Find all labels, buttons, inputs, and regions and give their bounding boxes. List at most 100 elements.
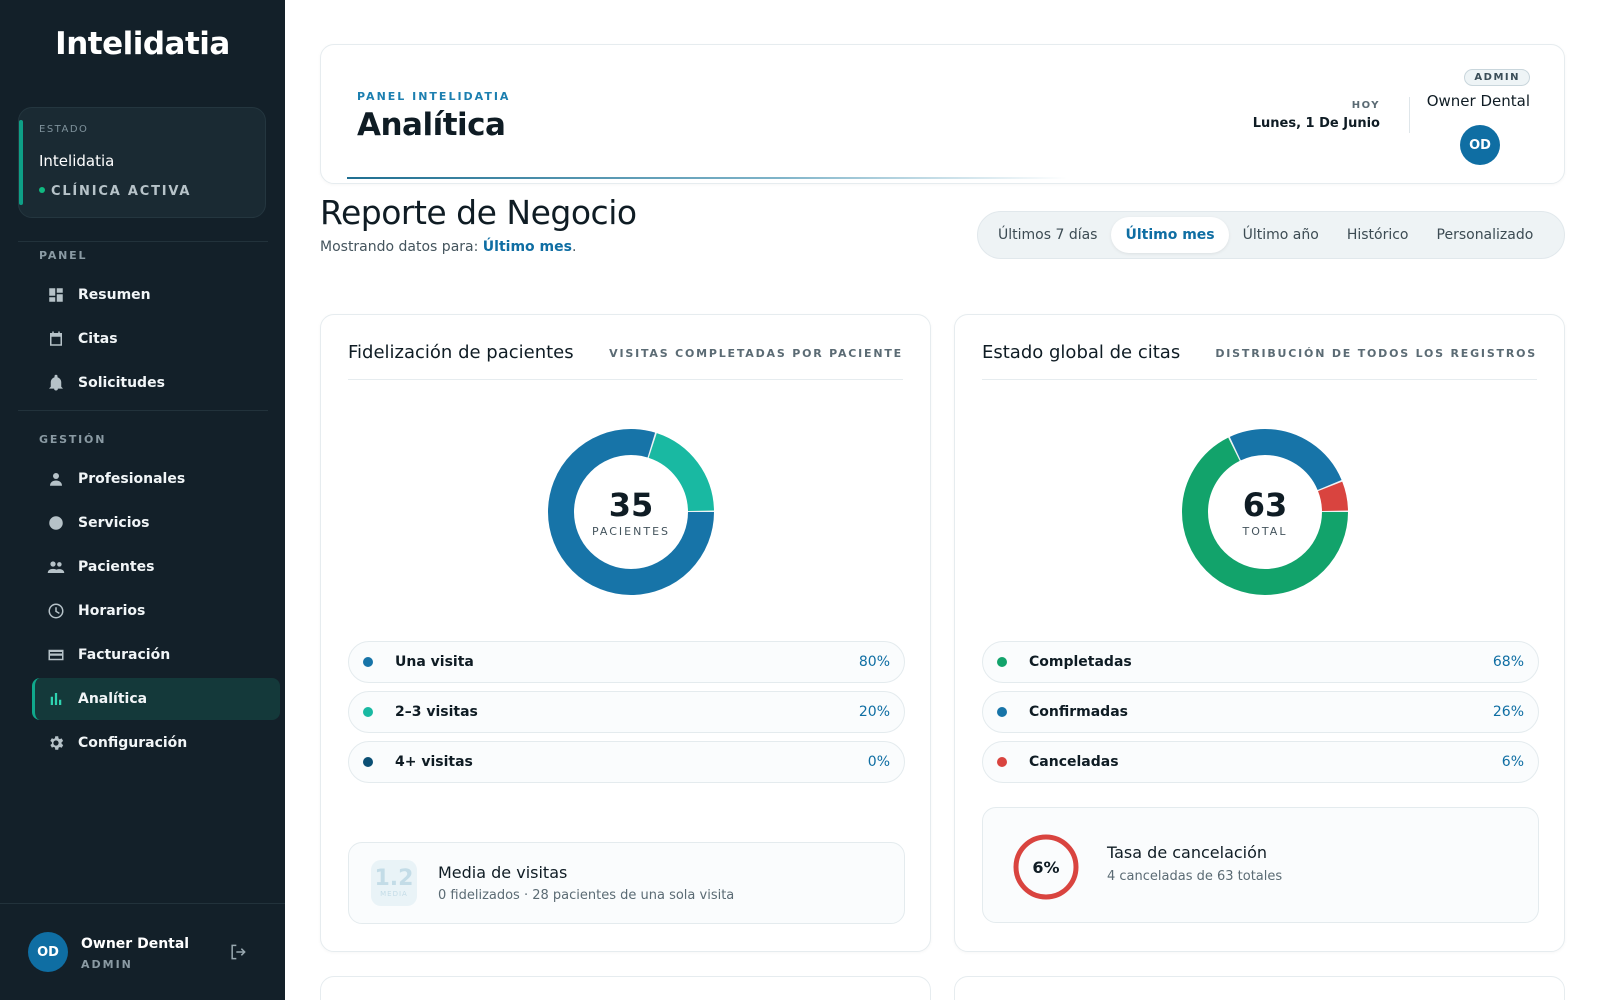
card-subtitle: VISITAS COMPLETADAS POR PACIENTE [609,347,903,360]
tooth-icon [46,513,66,533]
legend-item: Una visita 80% [348,641,905,683]
sidebar-item-citas[interactable]: Citas [32,318,280,360]
fidelizacion-card: Fidelización de pacientes VISITAS COMPLE… [320,314,931,952]
fidelizacion-donut-chart [548,429,714,595]
header-underline [347,177,1067,179]
legend-dot-icon [997,657,1007,667]
sidebar-item-facturacion[interactable]: Facturación [32,634,280,676]
user-name: Owner Dental [81,936,190,952]
report-subtitle: Mostrando datos para: Último mes. [320,239,577,255]
sidebar-item-analitica[interactable]: Analítica [32,678,280,720]
status-label: ESTADO [39,124,89,135]
divider [982,379,1537,380]
tab-ultimos-7-dias[interactable]: Últimos 7 días [998,227,1098,243]
tab-ultimo-mes[interactable]: Último mes [1111,217,1229,253]
sidebar-item-pacientes[interactable]: Pacientes [32,546,280,588]
stat-title: Media de visitas [438,863,568,882]
status-accent-bar [19,120,23,205]
gear-icon [46,733,66,753]
legend-label: Canceladas [1029,754,1119,770]
legend-item: Completadas 68% [982,641,1539,683]
today-label: HOY [1351,100,1380,111]
stat-subtitle: 0 fidelizados · 28 pacientes de una sola… [438,888,735,903]
user-icon [46,469,66,489]
media-visitas-box: 1.2 MEDIA Media de visitas 0 fidelizados… [348,842,905,924]
card-subtitle: DISTRIBUCIÓN DE TODOS LOS REGISTROS [1215,347,1537,360]
next-card [320,976,931,1000]
stat-subtitle: 4 canceladas de 63 totales [1107,869,1283,884]
legend-dot-icon [363,707,373,717]
legend-item: Confirmadas 26% [982,691,1539,733]
sidebar-item-label: Resumen [78,287,151,303]
logout-icon[interactable] [228,942,248,962]
sidebar-item-horarios[interactable]: Horarios [32,590,280,632]
cancelation-rate-ring [1013,834,1079,900]
today-date: Lunes, 1 De Junio [1252,116,1380,131]
section-label-panel: PANEL [39,249,88,262]
divider [18,241,268,242]
card-title: Fidelización de pacientes [348,342,574,363]
sidebar-item-label: Facturación [78,647,171,663]
sidebar-item-label: Horarios [78,603,146,619]
donut-slice-una-visita [548,429,714,595]
legend-value: 26% [1492,704,1524,720]
sidebar-item-label: Solicitudes [78,375,165,391]
card-icon [46,645,66,665]
section-label-gestion: GESTIÓN [39,433,107,446]
clinic-status-card: ESTADO Intelidatia CLÍNICA ACTIVA [18,107,266,218]
dashboard-icon [46,285,66,305]
ring-value: 6% [1032,857,1060,877]
legend-value: 80% [858,654,890,670]
tab-ultimo-ano[interactable]: Último año [1242,227,1319,243]
stat-title: Tasa de cancelación [1107,843,1268,862]
divider [348,379,903,380]
legend-item: 2–3 visitas 20% [348,691,905,733]
sidebar-item-label: Analítica [78,691,148,707]
tasa-cancelacion-box: 6% Tasa de cancelación 4 canceladas de 6… [982,807,1539,923]
next-card [954,976,1565,1000]
estado-citas-card: Estado global de citas DISTRIBUCIÓN DE T… [954,314,1565,952]
selected-range-text: Último mes [482,239,572,255]
legend-dot-icon [363,757,373,767]
sidebar-item-configuracion[interactable]: Configuración [32,722,280,764]
page-title: Analítica [357,107,506,143]
legend-label: 4+ visitas [395,754,473,770]
legend-dot-icon [997,707,1007,717]
header-user-name: Owner Dental [1426,92,1530,110]
clinic-state: CLÍNICA ACTIVA [39,184,191,199]
sidebar: Intelidatia ESTADO Intelidatia CLÍNICA A… [0,0,285,1000]
sidebar-item-label: Configuración [78,735,188,751]
legend-label: Completadas [1029,654,1132,670]
sidebar-item-label: Profesionales [78,471,186,487]
tab-personalizado[interactable]: Personalizado [1436,227,1534,243]
media-badge: 1.2 MEDIA [371,860,417,906]
legend-label: Una visita [395,654,474,670]
legend-value: 20% [858,704,890,720]
sidebar-item-profesionales[interactable]: Profesionales [32,458,280,500]
sidebar-item-label: Pacientes [78,559,155,575]
media-badge-label: MEDIA [380,890,408,898]
sidebar-item-solicitudes[interactable]: Solicitudes [32,362,280,404]
legend-dot-icon [997,757,1007,767]
clock-icon [46,601,66,621]
media-badge-value: 1.2 [374,866,414,891]
user-role: ADMIN [81,958,133,971]
avatar[interactable]: OD [28,932,68,972]
card-title: Estado global de citas [982,342,1181,363]
legend-value: 68% [1492,654,1524,670]
ring-arc [1013,834,1079,900]
donut-slice-completadas [1182,429,1348,595]
clinic-name: Intelidatia [39,152,115,170]
people-icon [46,557,66,577]
sidebar-item-servicios[interactable]: Servicios [32,502,280,544]
avatar[interactable]: OD [1460,125,1500,165]
sidebar-item-label: Citas [78,331,118,347]
sidebar-item-label: Servicios [78,515,150,531]
report-title: Reporte de Negocio [320,193,637,232]
legend-label: Confirmadas [1029,704,1128,720]
sidebar-item-resumen[interactable]: Resumen [32,274,280,316]
divider [1409,97,1410,133]
legend-label: 2–3 visitas [395,704,478,720]
tab-historico[interactable]: Histórico [1346,227,1409,243]
legend-value: 0% [867,754,890,770]
